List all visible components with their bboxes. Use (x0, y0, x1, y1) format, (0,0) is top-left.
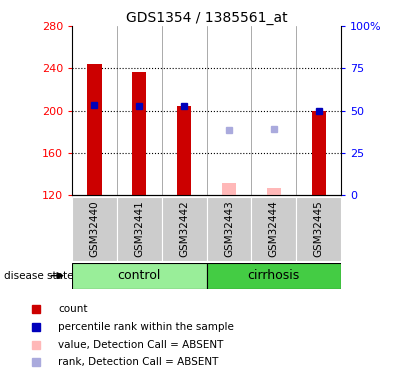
Text: disease state: disease state (4, 271, 74, 280)
Text: GSM32444: GSM32444 (269, 200, 279, 257)
Bar (252, 197, 296, 261)
Bar (117, 197, 162, 261)
Text: control: control (118, 269, 161, 282)
Text: rank, Detection Call = ABSENT: rank, Detection Call = ABSENT (58, 357, 219, 368)
Text: GSM32443: GSM32443 (224, 200, 234, 257)
Bar (296, 197, 341, 261)
Text: count: count (58, 304, 88, 314)
Bar (72, 262, 206, 289)
Bar (222, 183, 236, 195)
Text: GSM32442: GSM32442 (179, 200, 189, 257)
Bar (162, 197, 206, 261)
Bar (132, 72, 146, 195)
Text: percentile rank within the sample: percentile rank within the sample (58, 322, 234, 332)
Title: GDS1354 / 1385561_at: GDS1354 / 1385561_at (126, 11, 287, 25)
Bar (87, 64, 102, 195)
Text: value, Detection Call = ABSENT: value, Detection Call = ABSENT (58, 339, 224, 350)
Bar (177, 106, 191, 195)
Text: GSM32441: GSM32441 (134, 200, 144, 257)
Bar (72, 197, 117, 261)
Bar (206, 262, 341, 289)
Text: cirrhosis: cirrhosis (248, 269, 300, 282)
Bar (267, 188, 281, 195)
Bar (206, 197, 252, 261)
Bar (312, 111, 326, 195)
Text: GSM32445: GSM32445 (314, 200, 324, 257)
Text: GSM32440: GSM32440 (89, 200, 99, 257)
